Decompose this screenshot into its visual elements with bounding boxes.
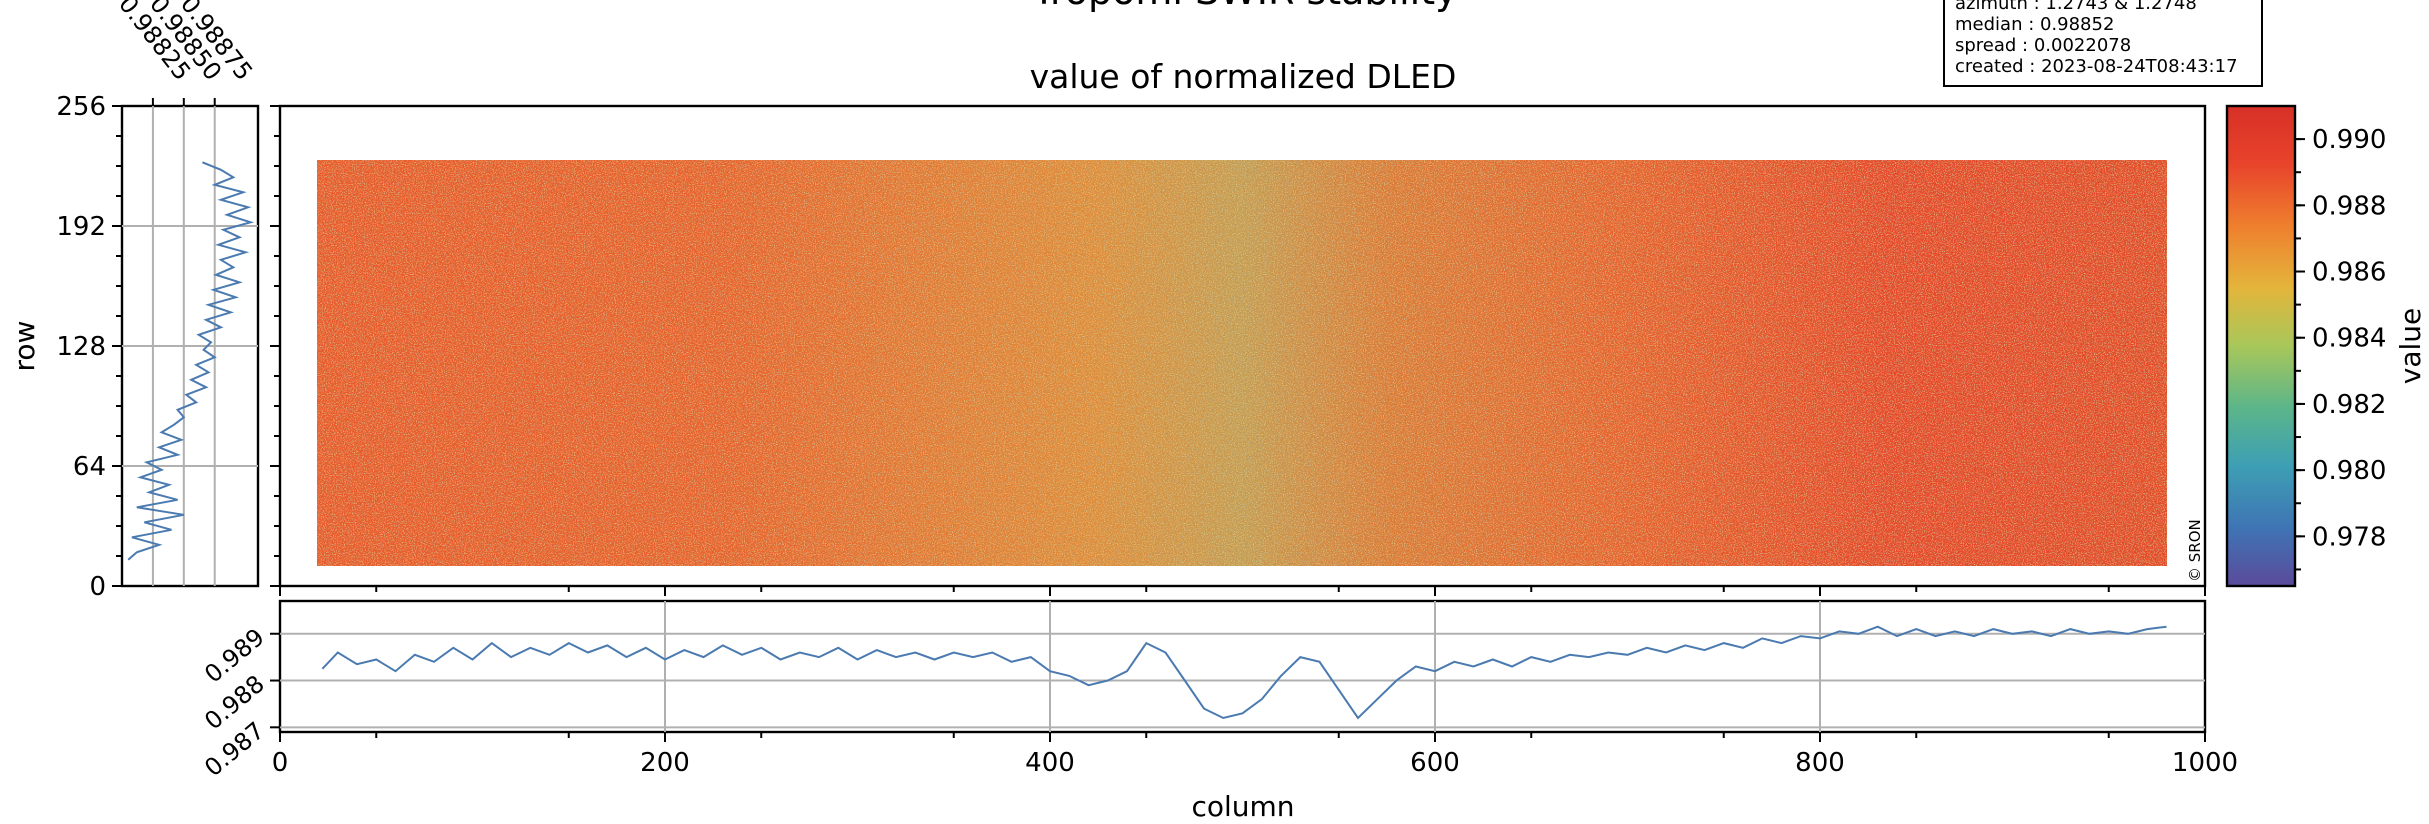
row-axis-title: row (8, 321, 41, 372)
info-line-azimuth: azimuth : 1.2743 & 1.2748 (1955, 0, 2197, 14)
colorbar-tick-label: 0.982 (2312, 390, 2386, 420)
column-axis-tick-label: 800 (1795, 748, 1845, 778)
row-axis-tick-label: 256 (56, 92, 106, 122)
info-box: azimuth : 1.2743 & 1.2748 median : 0.988… (1943, 0, 2263, 87)
column-axis-tick-label: 0 (272, 748, 289, 778)
row-axis-tick-label: 0 (89, 572, 106, 602)
column-axis-tick-label: 200 (640, 748, 690, 778)
row-axis-tick-label: 64 (73, 452, 106, 482)
colorbar-gradient (2227, 106, 2295, 586)
colorbar-tick-label: 0.984 (2312, 324, 2386, 354)
colorbar-tick-label: 0.986 (2312, 258, 2386, 288)
colorbar: value 0.978 0.980 0.982 0.984 0.986 0.988 0.99… (2225, 104, 2427, 588)
row-profile-line (127, 161, 255, 561)
column-profile-line (321, 625, 2167, 720)
column-axis-tick-label: 400 (1025, 748, 1075, 778)
column-axis-title: column (1191, 790, 1294, 823)
main-image-title: value of normalized DLED (1030, 57, 1457, 96)
colorbar-frame (2225, 104, 2297, 588)
column-axis-tick-label: 1000 (2172, 748, 2238, 778)
figure-suptitle: Tropomi SWIR stability (1031, 0, 1457, 13)
colorbar-label: value (2394, 308, 2427, 384)
colorbar-tick-label: 0.980 (2312, 456, 2386, 486)
heatmap-speckle (317, 160, 2167, 566)
row-axis-tick-label: 192 (56, 212, 106, 242)
column-profile-frame[interactable] (278, 599, 2207, 734)
colorbar-tick-label: 0.990 (2312, 125, 2386, 155)
column-axis-tick-label: 600 (1410, 748, 1460, 778)
row-axis-tick-label: 128 (56, 332, 106, 362)
info-line-median: median : 0.98852 (1955, 14, 2114, 35)
info-line-spread: spread : 0.0022078 (1955, 35, 2131, 56)
info-box-frame (1943, 0, 2263, 87)
info-line-created: created : 2023-08-24T08:43:17 (1955, 56, 2238, 77)
main-image-panel: value of normalized DLED © SRON (270, 57, 2207, 596)
copyright-label: © SRON (2186, 519, 2204, 582)
colorbar-tick-label: 0.988 (2312, 191, 2386, 221)
colorbar-tick-label: 0.978 (2312, 522, 2386, 552)
